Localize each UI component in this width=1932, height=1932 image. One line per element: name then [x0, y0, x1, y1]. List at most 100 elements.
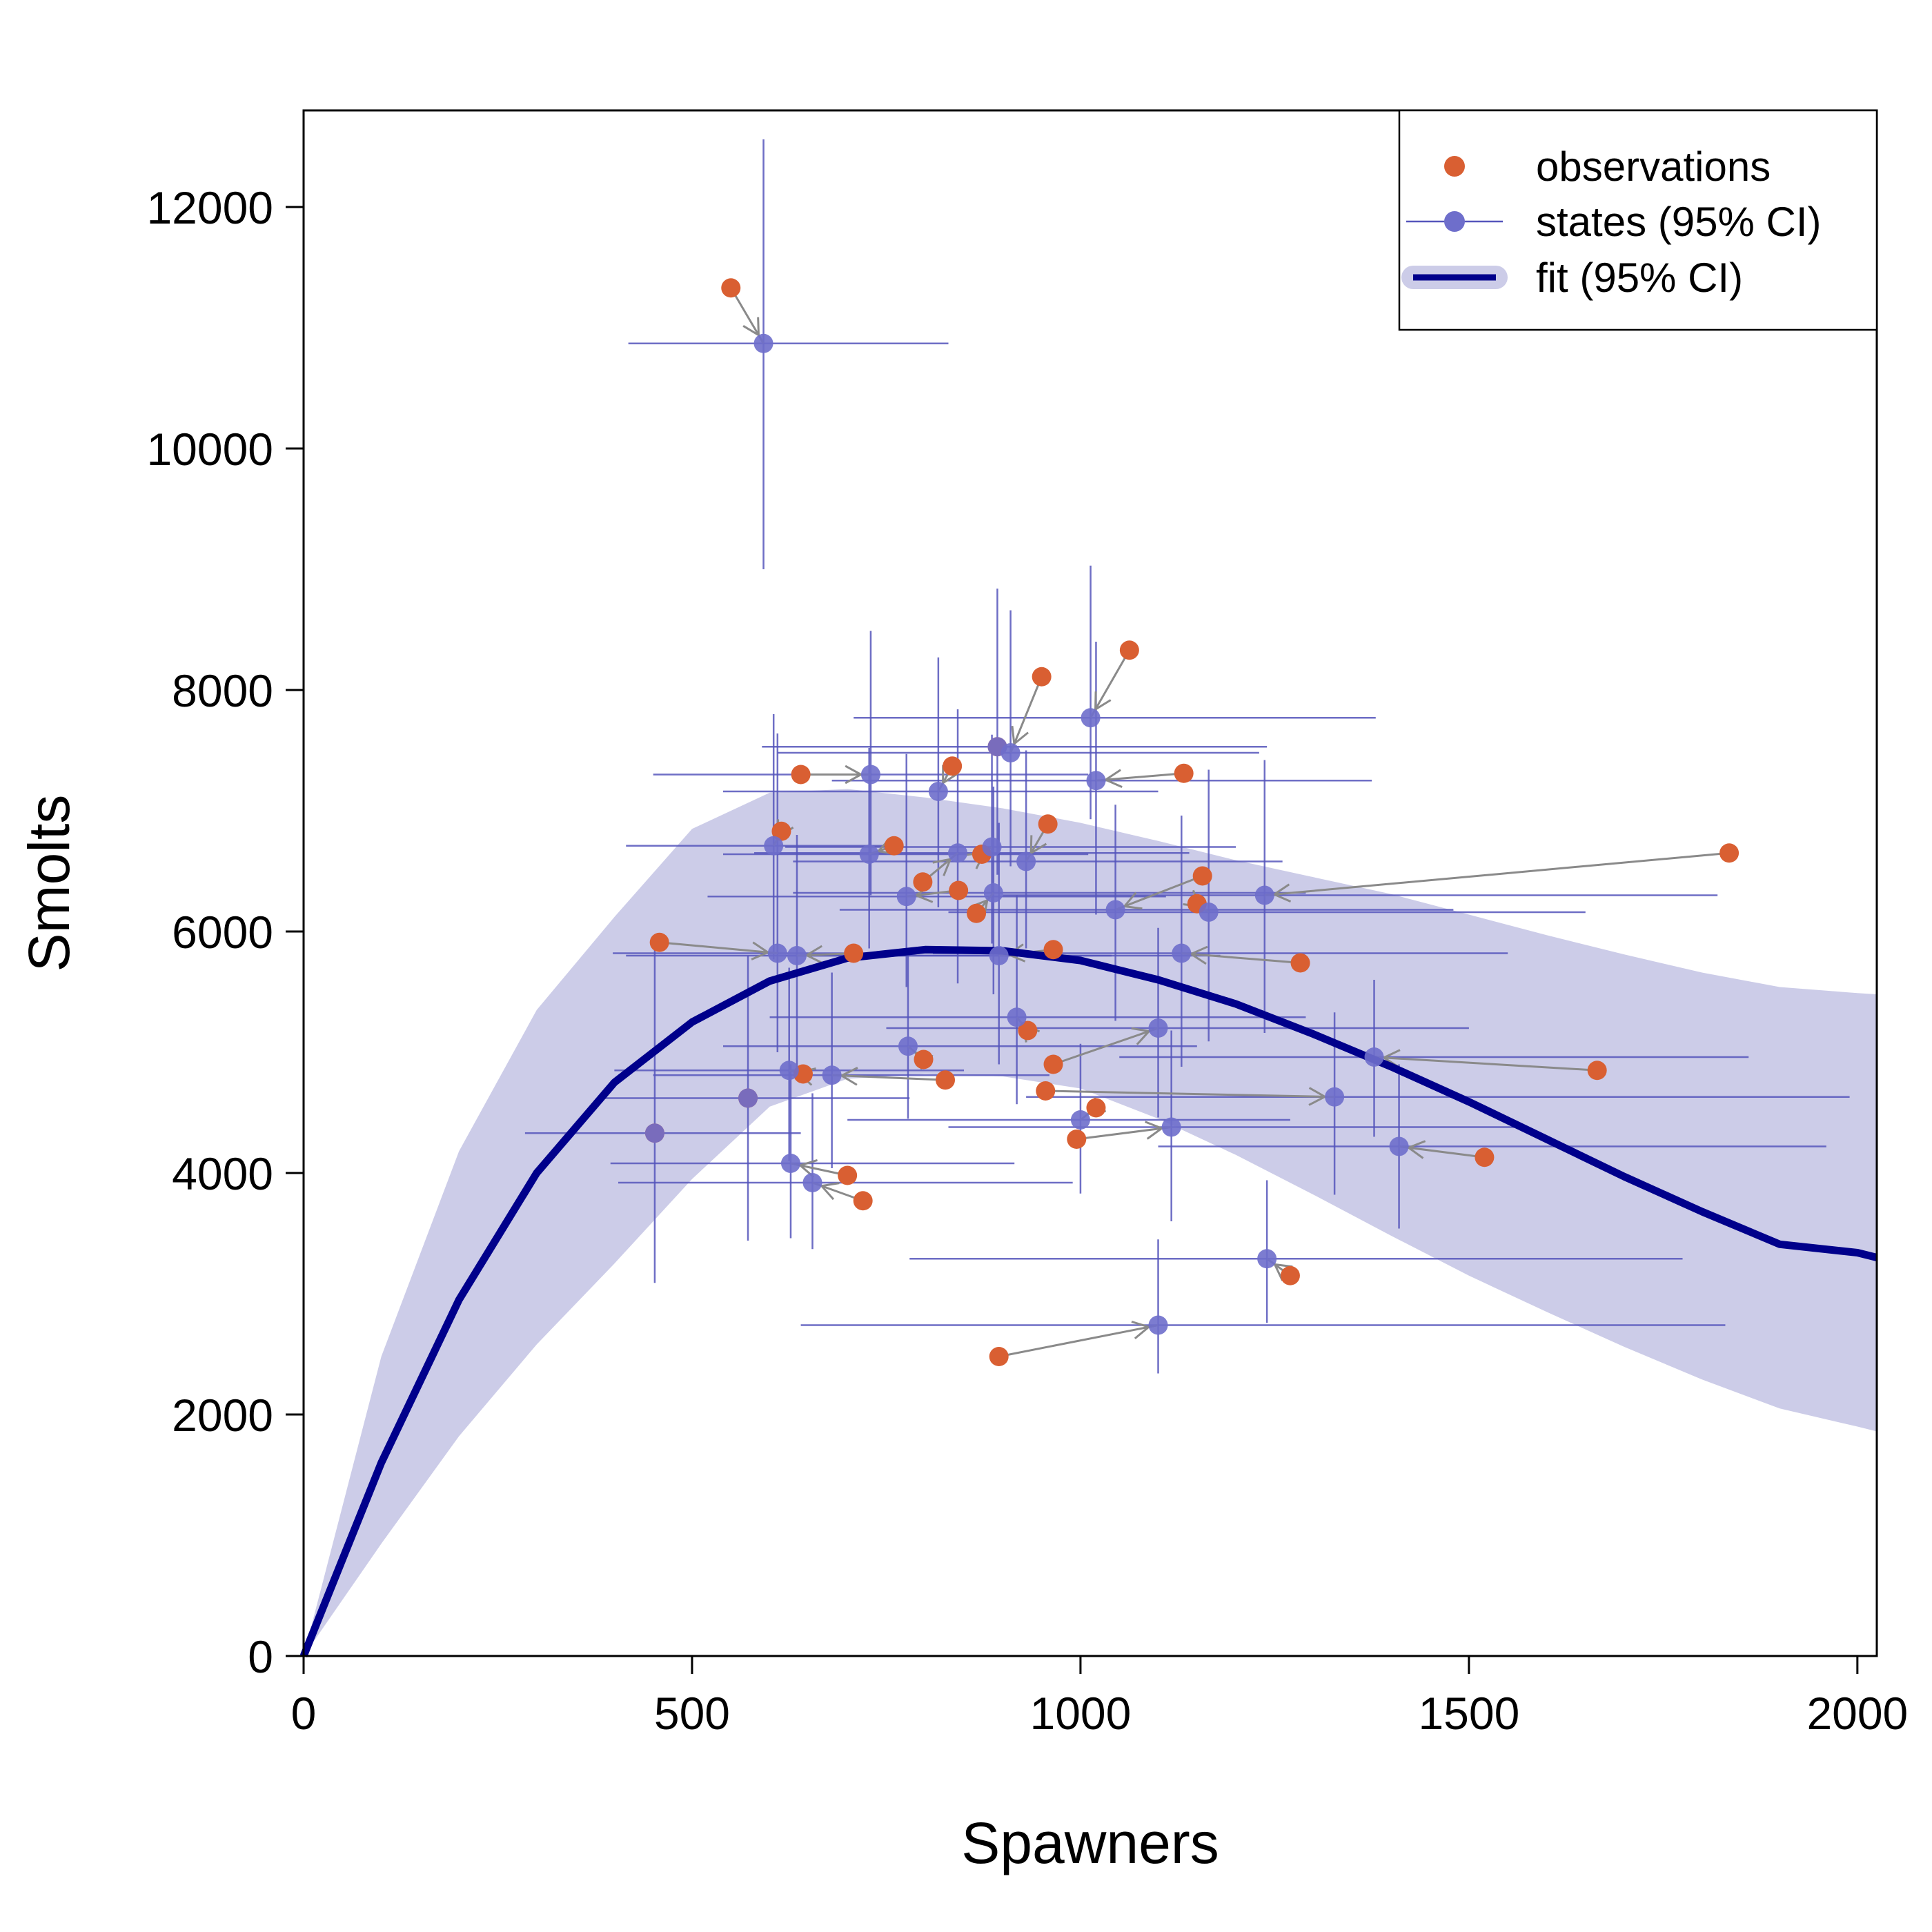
- state-point-13: [983, 883, 1003, 903]
- x-tick-label-3: 1500: [1418, 1688, 1519, 1739]
- observation-point-2: [1032, 667, 1052, 687]
- legend-observation-marker: [1444, 156, 1465, 177]
- obs-state-arrowhead-36: [1131, 1320, 1151, 1340]
- state-point-9: [982, 837, 1002, 857]
- state-point-27: [1325, 1087, 1345, 1107]
- observation-point-17: [649, 932, 669, 952]
- obs-state-link-20: [1181, 952, 1301, 964]
- observation-point-6: [1174, 763, 1194, 783]
- observation-point-4: [791, 765, 811, 785]
- state-point-11: [948, 843, 968, 863]
- state-point-15: [1199, 903, 1219, 922]
- state-point-19: [989, 946, 1009, 965]
- observation-point-18: [844, 943, 864, 963]
- state-point-26: [822, 1065, 842, 1085]
- state-point-32: [802, 1173, 822, 1192]
- legend-box: [1398, 109, 1878, 331]
- state-point-35: [1257, 1249, 1277, 1269]
- y-tick-label-5: 10000: [146, 424, 273, 475]
- state-point-layer: [644, 333, 1409, 1335]
- state-point-25: [779, 1061, 799, 1081]
- obs-state-arrowhead-17: [751, 941, 770, 960]
- x-tick-label-4: 2000: [1806, 1688, 1908, 1739]
- state-point-24: [1364, 1047, 1384, 1067]
- state-point-16: [1254, 885, 1274, 905]
- x-tick-label-2: 1000: [1030, 1688, 1132, 1739]
- y-axis-title: Smolts: [17, 795, 81, 972]
- observation-point-28: [1086, 1098, 1106, 1118]
- obs-state-arrowhead-26: [839, 1067, 858, 1086]
- y-tick-label-0: 0: [248, 1631, 273, 1682]
- obs-state-link-14: [1115, 875, 1203, 911]
- observation-point-26: [936, 1070, 956, 1090]
- obs-state-link-30: [1399, 1145, 1485, 1159]
- state-point-20: [1172, 943, 1192, 963]
- obs-state-link-27: [1045, 1090, 1335, 1098]
- state-point-7: [764, 836, 784, 856]
- y-axis: 0 2000 4000 6000 8000 10000 12000: [146, 182, 304, 1682]
- observation-point-1: [1119, 640, 1139, 660]
- obs-state-link-26: [831, 1074, 946, 1081]
- y-tick-label-4: 8000: [172, 665, 273, 716]
- observation-point-16: [1719, 843, 1739, 863]
- observation-point-12: [949, 880, 969, 900]
- state-point-12: [896, 887, 916, 907]
- observation-point-30: [1475, 1147, 1495, 1167]
- y-tick-label-1: 2000: [172, 1390, 273, 1441]
- observation-point-35: [1280, 1265, 1300, 1285]
- x-tick-label-0: 0: [291, 1688, 317, 1739]
- legend-label-observations: observations: [1536, 144, 1771, 190]
- state-point-18: [787, 946, 807, 965]
- state-point-33: [738, 1088, 758, 1108]
- state-point-10: [1016, 851, 1036, 871]
- obs-state-link-6: [1096, 772, 1184, 782]
- state-point-29: [1161, 1117, 1181, 1137]
- state-point-31: [780, 1154, 800, 1173]
- state-point-14: [1105, 900, 1125, 920]
- obs-state-link-24: [1374, 1056, 1597, 1072]
- obs-state-link-36: [998, 1324, 1159, 1358]
- observation-point-29: [1067, 1130, 1087, 1149]
- observation-point-31: [838, 1165, 858, 1185]
- state-point-8: [859, 845, 879, 864]
- obs-state-arrowhead-32: [819, 1182, 840, 1201]
- x-axis: 0 500 1000 1500 2000: [291, 1656, 1908, 1739]
- state-point-28: [1070, 1110, 1090, 1130]
- observation-point-32: [853, 1191, 873, 1211]
- observation-point-21: [1018, 1021, 1038, 1041]
- obs-state-link-16: [1264, 851, 1730, 896]
- fit-line-layer: [299, 945, 1878, 1658]
- state-point-21: [1007, 1007, 1027, 1027]
- observation-point-11: [913, 872, 933, 892]
- observation-point-23: [1043, 1054, 1063, 1074]
- observation-point-8: [884, 836, 904, 856]
- obs-state-link-1: [1090, 649, 1131, 718]
- observation-point-27: [1036, 1081, 1056, 1101]
- state-point-34: [644, 1123, 664, 1143]
- obs-state-link-29: [1076, 1126, 1172, 1141]
- obs-state-arrowhead-1: [1094, 691, 1112, 711]
- state-point-6: [1086, 771, 1106, 791]
- state-point-5: [928, 782, 948, 801]
- observation-point-5: [943, 756, 963, 776]
- state-point-17: [767, 943, 787, 963]
- observation-point-22: [914, 1049, 934, 1070]
- observation-point-13: [967, 903, 987, 923]
- observation-point-7: [771, 821, 791, 841]
- y-tick-label-3: 6000: [172, 907, 273, 958]
- legend-label-states: states (95% CI): [1536, 199, 1821, 245]
- obs-state-arrowhead-6: [1103, 769, 1123, 789]
- state-point-22: [898, 1036, 918, 1056]
- state-point-1: [1081, 708, 1101, 728]
- state-point-4: [860, 765, 880, 785]
- legend-label-fit: fit (95% CI): [1536, 255, 1743, 301]
- observation-point-20: [1290, 953, 1310, 973]
- state-point-0: [753, 333, 773, 353]
- state-point-23: [1148, 1018, 1168, 1038]
- x-axis-title: Spawners: [961, 1811, 1219, 1875]
- obs-state-link-17: [659, 941, 778, 954]
- observation-point-10: [1038, 814, 1058, 834]
- obs-state-link-2: [1009, 676, 1043, 753]
- x-tick-label-1: 500: [654, 1688, 730, 1739]
